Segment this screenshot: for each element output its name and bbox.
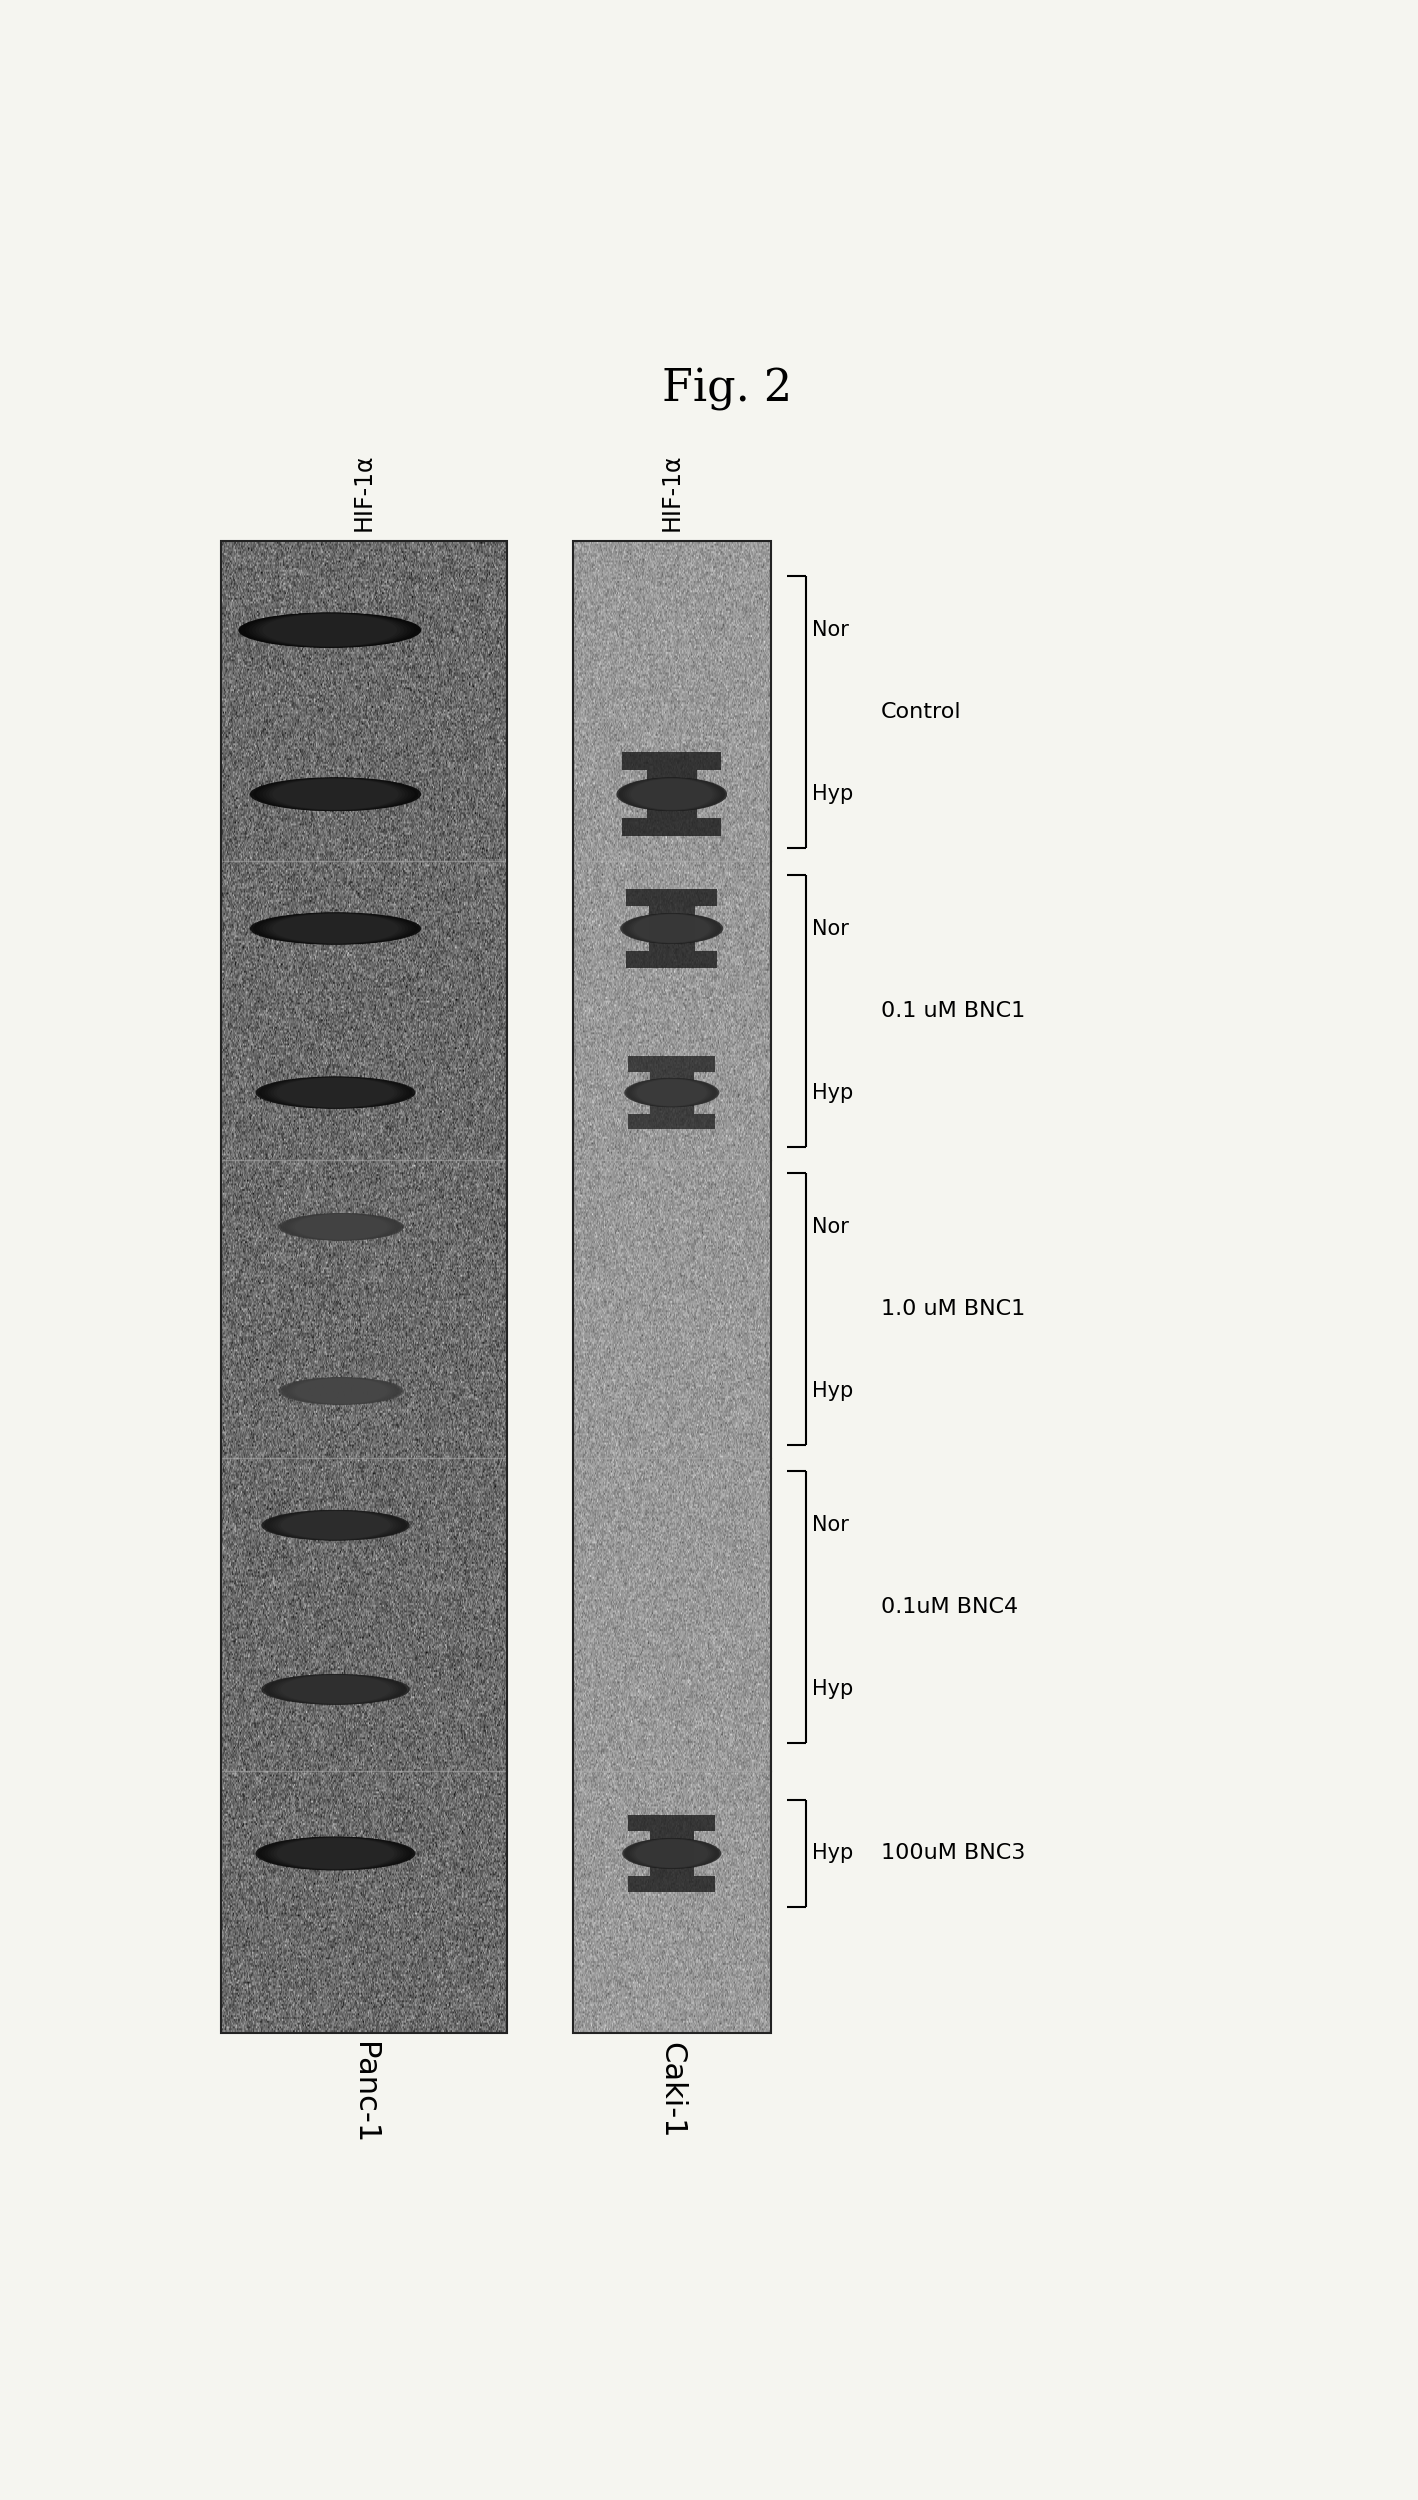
Text: Hyp: Hyp [813, 1082, 854, 1102]
Text: HIF-1α: HIF-1α [352, 452, 376, 530]
Text: Hyp: Hyp [813, 1680, 854, 1700]
Text: 1.0 uM BNC1: 1.0 uM BNC1 [881, 1300, 1025, 1320]
Text: 100uM BNC3: 100uM BNC3 [881, 1842, 1025, 1862]
Text: Hyp: Hyp [813, 1380, 854, 1400]
Text: Caki-1: Caki-1 [658, 2042, 686, 2140]
Text: 0.1uM BNC4: 0.1uM BNC4 [881, 1598, 1018, 1618]
Bar [573, 540, 771, 2032]
Text: Nor: Nor [813, 620, 849, 640]
Text: HIF-1α: HIF-1α [659, 452, 683, 530]
Text: 0.1 uM BNC1: 0.1 uM BNC1 [881, 1000, 1025, 1020]
Text: Panc-1: Panc-1 [350, 2042, 379, 2145]
Text: Nor: Nor [813, 1218, 849, 1238]
Text: Nor: Nor [813, 918, 849, 938]
Text: Fig. 2: Fig. 2 [662, 368, 791, 410]
Bar [221, 540, 508, 2032]
Text: Hyp: Hyp [813, 1842, 854, 1862]
Text: Nor: Nor [813, 1515, 849, 1535]
Text: Control: Control [881, 703, 961, 722]
Text: Hyp: Hyp [813, 785, 854, 805]
